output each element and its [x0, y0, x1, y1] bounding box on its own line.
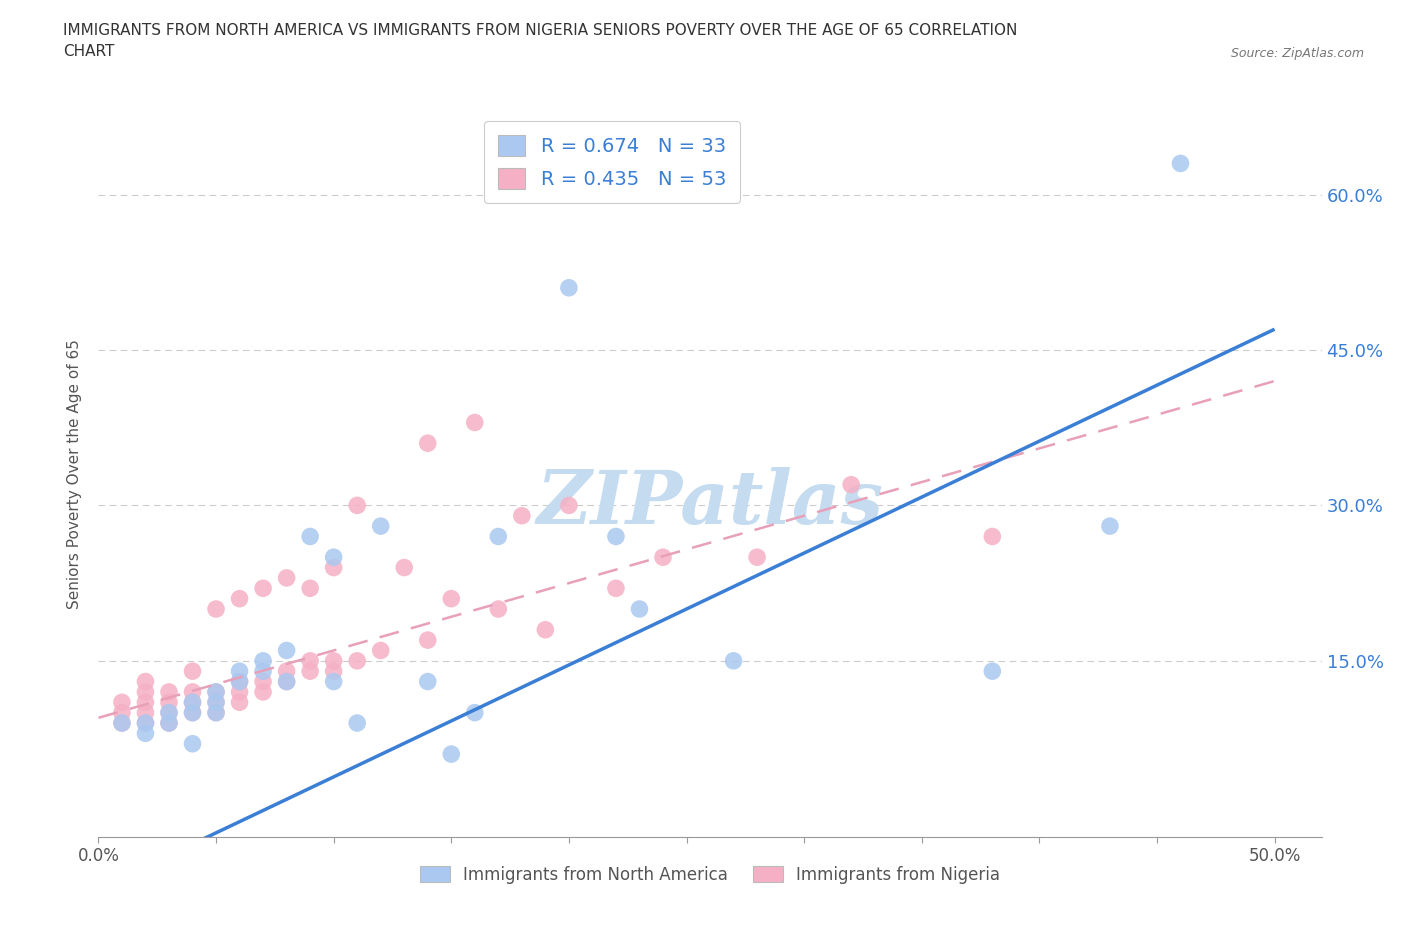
Point [370, 643, 392, 658]
Point [228, 674, 250, 689]
Point [486, 602, 509, 617]
Point [558, 498, 581, 512]
Point [416, 436, 439, 451]
Point [181, 664, 204, 679]
Point [157, 715, 180, 730]
Point [534, 622, 557, 637]
Point [276, 664, 298, 679]
Point [392, 560, 416, 575]
Point [181, 737, 204, 751]
Point [605, 529, 627, 544]
Point [652, 550, 675, 565]
Point [228, 695, 250, 710]
Point [981, 664, 1004, 679]
Point [157, 695, 180, 710]
Point [299, 654, 322, 669]
Point [346, 654, 368, 669]
Y-axis label: Seniors Poverty Over the Age of 65: Seniors Poverty Over the Age of 65 [67, 339, 83, 609]
Point [134, 695, 156, 710]
Point [205, 684, 228, 699]
Point [299, 664, 322, 679]
Point [299, 581, 322, 596]
Point [299, 529, 322, 544]
Point [252, 674, 274, 689]
Point [252, 654, 274, 669]
Point [322, 674, 344, 689]
Point [486, 529, 509, 544]
Text: ZIPatlas: ZIPatlas [537, 467, 883, 539]
Point [464, 705, 486, 720]
Point [134, 715, 156, 730]
Point [111, 695, 134, 710]
Point [157, 705, 180, 720]
Text: IMMIGRANTS FROM NORTH AMERICA VS IMMIGRANTS FROM NIGERIA SENIORS POVERTY OVER TH: IMMIGRANTS FROM NORTH AMERICA VS IMMIGRA… [63, 23, 1018, 60]
Point [416, 674, 439, 689]
Point [510, 509, 533, 524]
Point [157, 705, 180, 720]
Point [205, 684, 228, 699]
Point [134, 684, 156, 699]
Point [322, 654, 344, 669]
Point [464, 415, 486, 430]
Point [157, 715, 180, 730]
Point [370, 519, 392, 534]
Point [276, 674, 298, 689]
Point [276, 674, 298, 689]
Point [605, 581, 627, 596]
Point [346, 498, 368, 512]
Text: Source: ZipAtlas.com: Source: ZipAtlas.com [1230, 46, 1364, 60]
Point [839, 477, 862, 492]
Point [228, 674, 250, 689]
Point [440, 591, 463, 606]
Point [181, 705, 204, 720]
Point [322, 550, 344, 565]
Point [134, 705, 156, 720]
Legend: Immigrants from North America, Immigrants from Nigeria: Immigrants from North America, Immigrant… [413, 859, 1007, 890]
Point [134, 726, 156, 741]
Point [322, 664, 344, 679]
Point [228, 591, 250, 606]
Point [252, 664, 274, 679]
Point [157, 684, 180, 699]
Point [276, 570, 298, 585]
Point [228, 684, 250, 699]
Point [1098, 519, 1121, 534]
Point [723, 654, 745, 669]
Point [981, 529, 1004, 544]
Point [346, 715, 368, 730]
Point [1170, 156, 1192, 171]
Point [111, 705, 134, 720]
Point [628, 602, 651, 617]
Point [440, 747, 463, 762]
Point [205, 602, 228, 617]
Point [558, 280, 581, 295]
Point [416, 632, 439, 647]
Point [276, 643, 298, 658]
Point [181, 705, 204, 720]
Point [252, 684, 274, 699]
Point [745, 550, 768, 565]
Point [205, 695, 228, 710]
Point [322, 560, 344, 575]
Point [205, 705, 228, 720]
Point [181, 695, 204, 710]
Point [111, 715, 134, 730]
Point [228, 664, 250, 679]
Point [181, 684, 204, 699]
Point [252, 581, 274, 596]
Point [134, 674, 156, 689]
Point [134, 715, 156, 730]
Point [205, 705, 228, 720]
Point [205, 695, 228, 710]
Point [111, 715, 134, 730]
Point [181, 695, 204, 710]
